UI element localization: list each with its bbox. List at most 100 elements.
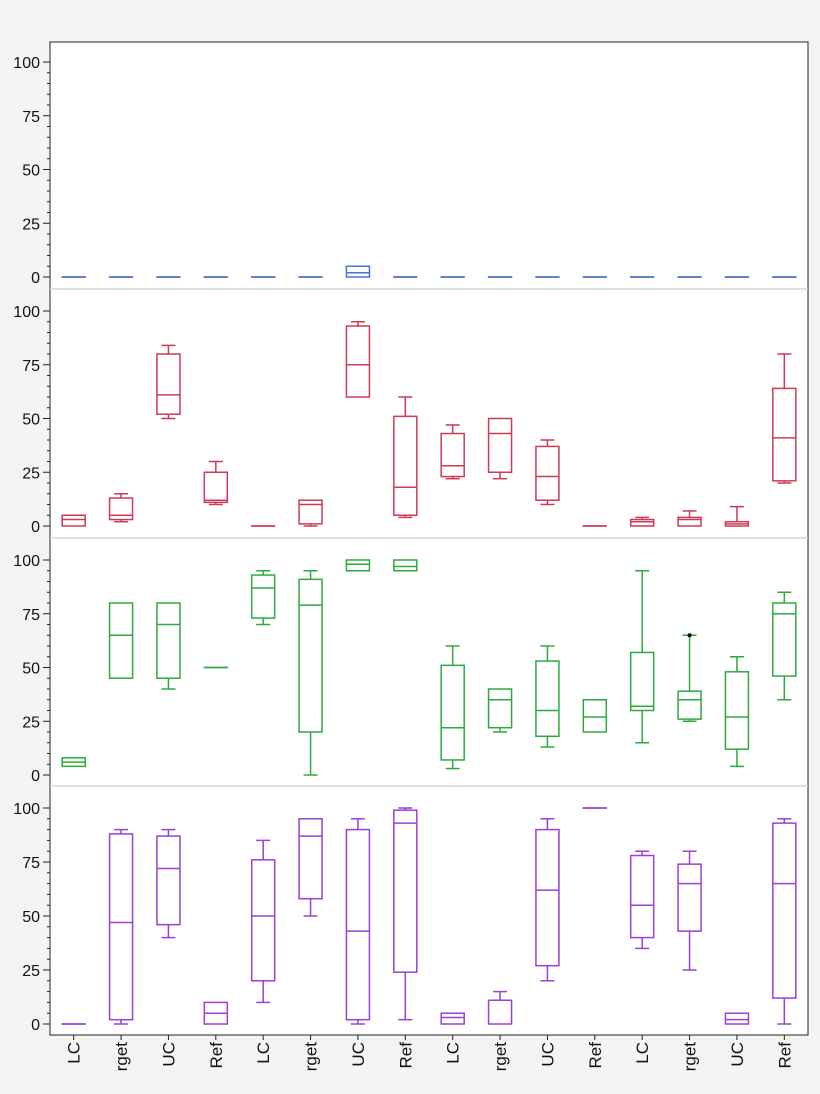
y-axis-panel-3: 0 25 50 75 100: [13, 553, 50, 785]
x-tick-label: rget: [681, 1042, 700, 1072]
x-tick-label: rget: [302, 1042, 321, 1072]
iqr-box: [108, 833, 134, 1021]
y-tick-label: 100: [13, 304, 40, 321]
iqr-box: [250, 574, 276, 619]
y-tick-label: 0: [31, 768, 40, 785]
x-tick-label: LC: [444, 1042, 463, 1064]
box-uc-15: [724, 656, 750, 768]
iqr-box: [677, 690, 702, 720]
box-rget-10: [487, 688, 513, 733]
x-tick-label: rget: [491, 1042, 510, 1072]
x-tick-label: Ref: [775, 1042, 794, 1069]
box-uc-11: [535, 645, 560, 748]
box-rget-10: [487, 990, 513, 1025]
box-uc-3: [156, 602, 181, 690]
iqr-box: [772, 822, 797, 999]
box-uc-7: [345, 321, 371, 398]
iqr-box: [298, 578, 323, 733]
box-lc-1: [61, 514, 86, 527]
panels: 0 25 50 75 100 0 25 50 75 100 0 25 50 75 100 0 25 50 75 100: [13, 55, 808, 1034]
x-tick-label: UC: [538, 1042, 557, 1067]
x-tick-label: UC: [728, 1042, 747, 1067]
outlier-point: [687, 633, 692, 638]
box-uc-11: [535, 439, 560, 506]
iqr-box: [298, 499, 323, 525]
iqr-box: [393, 559, 418, 572]
box-ref-8: [393, 807, 418, 1021]
y-tick-label: 0: [31, 519, 40, 536]
panel-2: 0 25 50 75 100: [13, 288, 808, 536]
iqr-box: [582, 699, 608, 733]
y-tick-label: 50: [22, 661, 40, 678]
iqr-box: [629, 651, 655, 712]
iqr-box: [772, 387, 797, 482]
box-lc-9: [440, 645, 465, 770]
iqr-box: [487, 417, 513, 473]
iqr-box: [345, 559, 371, 572]
box-lc-9: [440, 424, 465, 480]
y-tick-label: 25: [22, 714, 40, 731]
x-tick-label: UC: [349, 1042, 368, 1067]
x-tick-label: Ref: [396, 1042, 415, 1069]
y-tick-label: 0: [31, 270, 40, 287]
y-tick-label: 50: [22, 909, 40, 926]
box-uc-7: [345, 265, 371, 278]
iqr-box: [629, 854, 655, 939]
iqr-box: [108, 602, 134, 679]
box-uc-7: [345, 559, 371, 572]
y-tick-label: 50: [22, 412, 40, 429]
iqr-box: [629, 518, 655, 527]
box-rget-14: [677, 850, 702, 971]
y-tick-label: 50: [22, 163, 40, 180]
box-uc-3: [156, 828, 181, 939]
x-axis-labels: LC rget UC Ref LC rget UC Ref LC rget UC Ref LC rget U…: [65, 1035, 794, 1072]
iqr-box: [108, 497, 134, 521]
iqr-box: [345, 828, 371, 1021]
y-tick-label: 0: [31, 1017, 40, 1034]
box-rget-6: [298, 570, 323, 776]
iqr-box: [535, 445, 560, 501]
box-lc-1: [61, 757, 86, 768]
iqr-box: [156, 602, 181, 679]
box-lc-13: [629, 516, 655, 527]
box-ref-16: [772, 353, 797, 484]
iqr-box: [393, 415, 418, 517]
box-ref-4: [203, 460, 229, 506]
x-tick-label: LC: [65, 1042, 84, 1064]
iqr-box: [440, 432, 465, 478]
x-tick-label: Ref: [586, 1042, 605, 1069]
box-uc-15: [724, 505, 750, 527]
y-tick-label: 100: [13, 801, 40, 818]
y-tick-label: 75: [22, 855, 40, 872]
x-tick-label: Ref: [207, 1042, 226, 1069]
box-ref-8: [393, 396, 418, 519]
box-rget-14: [677, 633, 702, 722]
box-lc-5: [250, 839, 276, 1004]
box-rget-6: [298, 818, 323, 917]
box-ref-8: [393, 559, 418, 572]
iqr-box: [393, 809, 418, 973]
y-tick-label: 25: [22, 465, 40, 482]
box-rget-10: [487, 417, 513, 480]
y-axis-panel-2: 0 25 50 75 100: [13, 304, 50, 536]
iqr-box: [677, 516, 702, 527]
y-tick-label: 25: [22, 963, 40, 980]
iqr-box: [440, 664, 465, 761]
iqr-box: [724, 1012, 750, 1025]
y-axis-panel-4: 0 25 50 75 100: [13, 801, 50, 1034]
iqr-box: [772, 602, 797, 677]
y-axis-panel-1: 0 25 50 75 100: [13, 55, 50, 287]
y-tick-label: 100: [13, 55, 40, 72]
y-tick-label: 75: [22, 109, 40, 126]
box-lc-13: [629, 570, 655, 744]
box-uc-7: [345, 818, 371, 1025]
box-uc-3: [156, 344, 181, 420]
box-rget-2: [108, 493, 134, 523]
iqr-box: [440, 1012, 465, 1025]
iqr-box: [61, 514, 86, 527]
box-uc-15: [724, 1012, 750, 1025]
box-lc-5: [250, 570, 276, 626]
iqr-box: [250, 859, 276, 982]
box-rget-14: [677, 510, 702, 527]
